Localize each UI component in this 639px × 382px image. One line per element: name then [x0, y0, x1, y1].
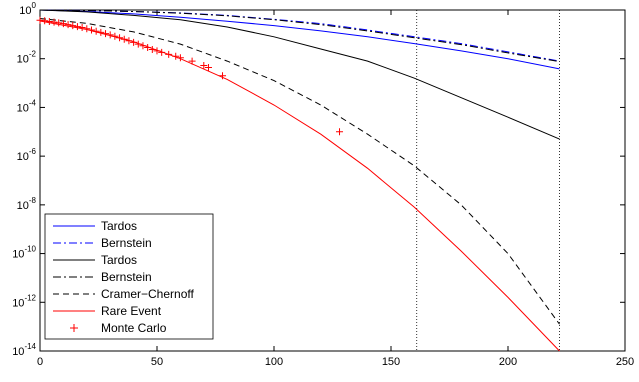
series-6-point-18	[120, 35, 128, 43]
y-tick-exp-2: -4	[29, 98, 37, 107]
series-6-point-4	[55, 19, 63, 27]
series-6-point-23	[144, 44, 152, 52]
x-tick-label-5: 250	[616, 356, 634, 368]
y-tick-label-7: 10-14	[12, 342, 36, 358]
x-tick-label-2: 100	[265, 356, 283, 368]
y-tick-label-6: 10-12	[12, 293, 36, 309]
series-6-point-12	[92, 27, 100, 35]
series-line-4	[39, 18, 560, 325]
series-6-point-27	[165, 50, 173, 58]
series-6-point-19	[125, 37, 133, 45]
y-tick-base-6: 10	[12, 297, 24, 309]
y-tick-base-1: 10	[17, 54, 29, 66]
y-tick-exp-0: 0	[32, 1, 37, 10]
y-tick-label-1: 10-2	[17, 50, 37, 66]
series-6-point-7	[69, 22, 77, 30]
legend: Tardos Bernstein Tardos Bernstein Cramer−Che…	[44, 213, 214, 340]
series-6-point-10	[83, 25, 91, 33]
series-6-point-26	[158, 48, 166, 56]
y-tick-label-3: 10-6	[17, 147, 37, 163]
series-6-point-31	[200, 62, 208, 70]
series-6-point-22	[139, 42, 147, 50]
legend-label-4: Cramer−Chernoff	[101, 287, 194, 301]
x-tick-label-4: 200	[499, 356, 517, 368]
y-tick-label-2: 10-4	[17, 98, 37, 114]
y-tick-label-4: 10-8	[17, 196, 37, 212]
series-line-2	[39, 9, 560, 140]
series-6-point-33	[219, 72, 227, 80]
series-6-point-8	[73, 23, 81, 31]
y-tick-base-5: 10	[12, 249, 24, 261]
series-6-point-25	[153, 47, 161, 55]
series-6-point-2	[45, 17, 53, 25]
series-6-point-6	[64, 21, 72, 29]
x-axis: 0 50 100 150 200 250	[37, 10, 634, 368]
series-6-point-15	[106, 31, 114, 39]
series-6-point-3	[50, 18, 58, 26]
series-6-point-5	[59, 20, 67, 28]
series-6-point-11	[87, 26, 95, 34]
series-6-point-34	[336, 128, 344, 136]
series-6-point-9	[78, 24, 86, 32]
legend-label-3: Bernstein	[101, 270, 152, 284]
x-tick-label-3: 150	[382, 356, 400, 368]
y-tick-exp-7: -14	[24, 342, 36, 351]
x-tick-label-0: 0	[37, 356, 43, 368]
y-tick-label-5: 10-10	[12, 245, 36, 261]
legend-label-6: Monte Carlo	[101, 321, 167, 335]
series-6-point-32	[204, 63, 212, 71]
legend-label-5: Rare Event	[101, 304, 162, 318]
series-6-point-17	[116, 34, 124, 42]
y-tick-label-0: 100	[19, 1, 36, 17]
series-6-point-29	[176, 54, 184, 62]
series-6-point-24	[148, 45, 156, 53]
series-lines	[36, 9, 560, 352]
y-tick-exp-5: -10	[24, 245, 36, 254]
series-6-point-20	[130, 38, 138, 46]
y-tick-base-0: 10	[19, 5, 31, 17]
series-6-point-14	[102, 30, 110, 38]
y-tick-exp-4: -8	[29, 196, 37, 205]
y-tick-exp-3: -6	[29, 147, 37, 156]
legend-marker-6	[70, 324, 78, 332]
y-tick-base-4: 10	[17, 200, 29, 212]
legend-label-0: Tardos	[101, 219, 137, 233]
series-6-point-21	[134, 40, 142, 48]
series-line-3	[39, 9, 560, 63]
x-tick-label-1: 50	[151, 356, 163, 368]
legend-label-2: Tardos	[101, 253, 137, 267]
y-tick-base-3: 10	[17, 151, 29, 163]
series-line-0	[39, 9, 560, 70]
y-tick-exp-6: -12	[24, 293, 36, 302]
series-6-point-1	[41, 17, 49, 25]
series-6-point-28	[172, 52, 180, 60]
series-6-point-16	[111, 32, 119, 40]
y-tick-base-7: 10	[12, 346, 24, 358]
legend-label-1: Bernstein	[101, 236, 152, 250]
y-tick-base-2: 10	[17, 102, 29, 114]
series-6-point-30	[188, 57, 196, 65]
series-6-point-13	[97, 28, 105, 36]
y-tick-exp-1: -2	[29, 50, 37, 59]
